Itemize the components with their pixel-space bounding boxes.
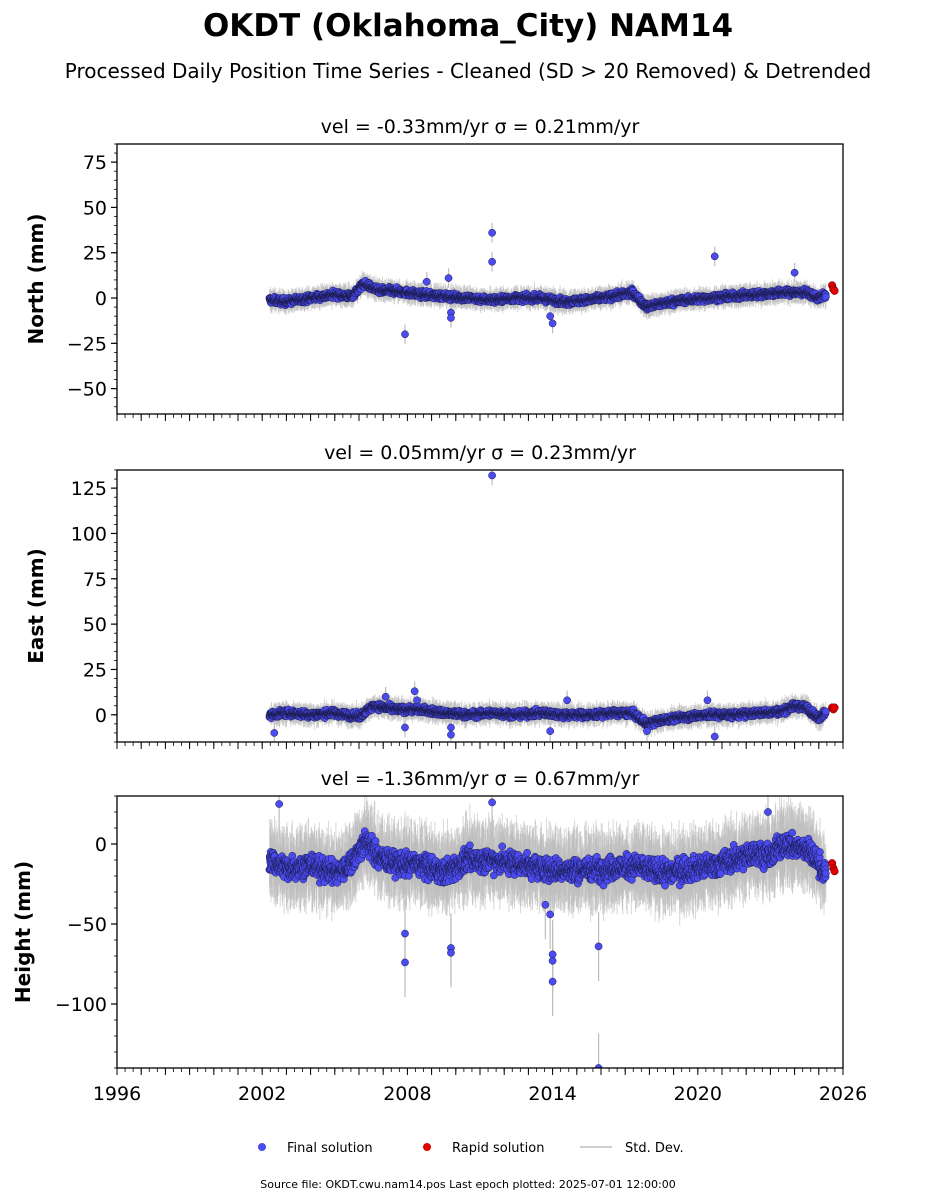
north-ylabel: North (mm)	[24, 213, 48, 344]
subplot-north: vel = -0.33mm/yr σ = 0.21mm/yr North (mm)…	[24, 116, 843, 421]
chart-title: OKDT (Oklahoma_City) NAM14	[203, 8, 733, 44]
north-subplot-title: vel = -0.33mm/yr σ = 0.21mm/yr	[321, 116, 640, 138]
chart-subtitle: Processed Daily Position Time Series - C…	[65, 59, 871, 83]
north-data-layer	[266, 223, 838, 344]
